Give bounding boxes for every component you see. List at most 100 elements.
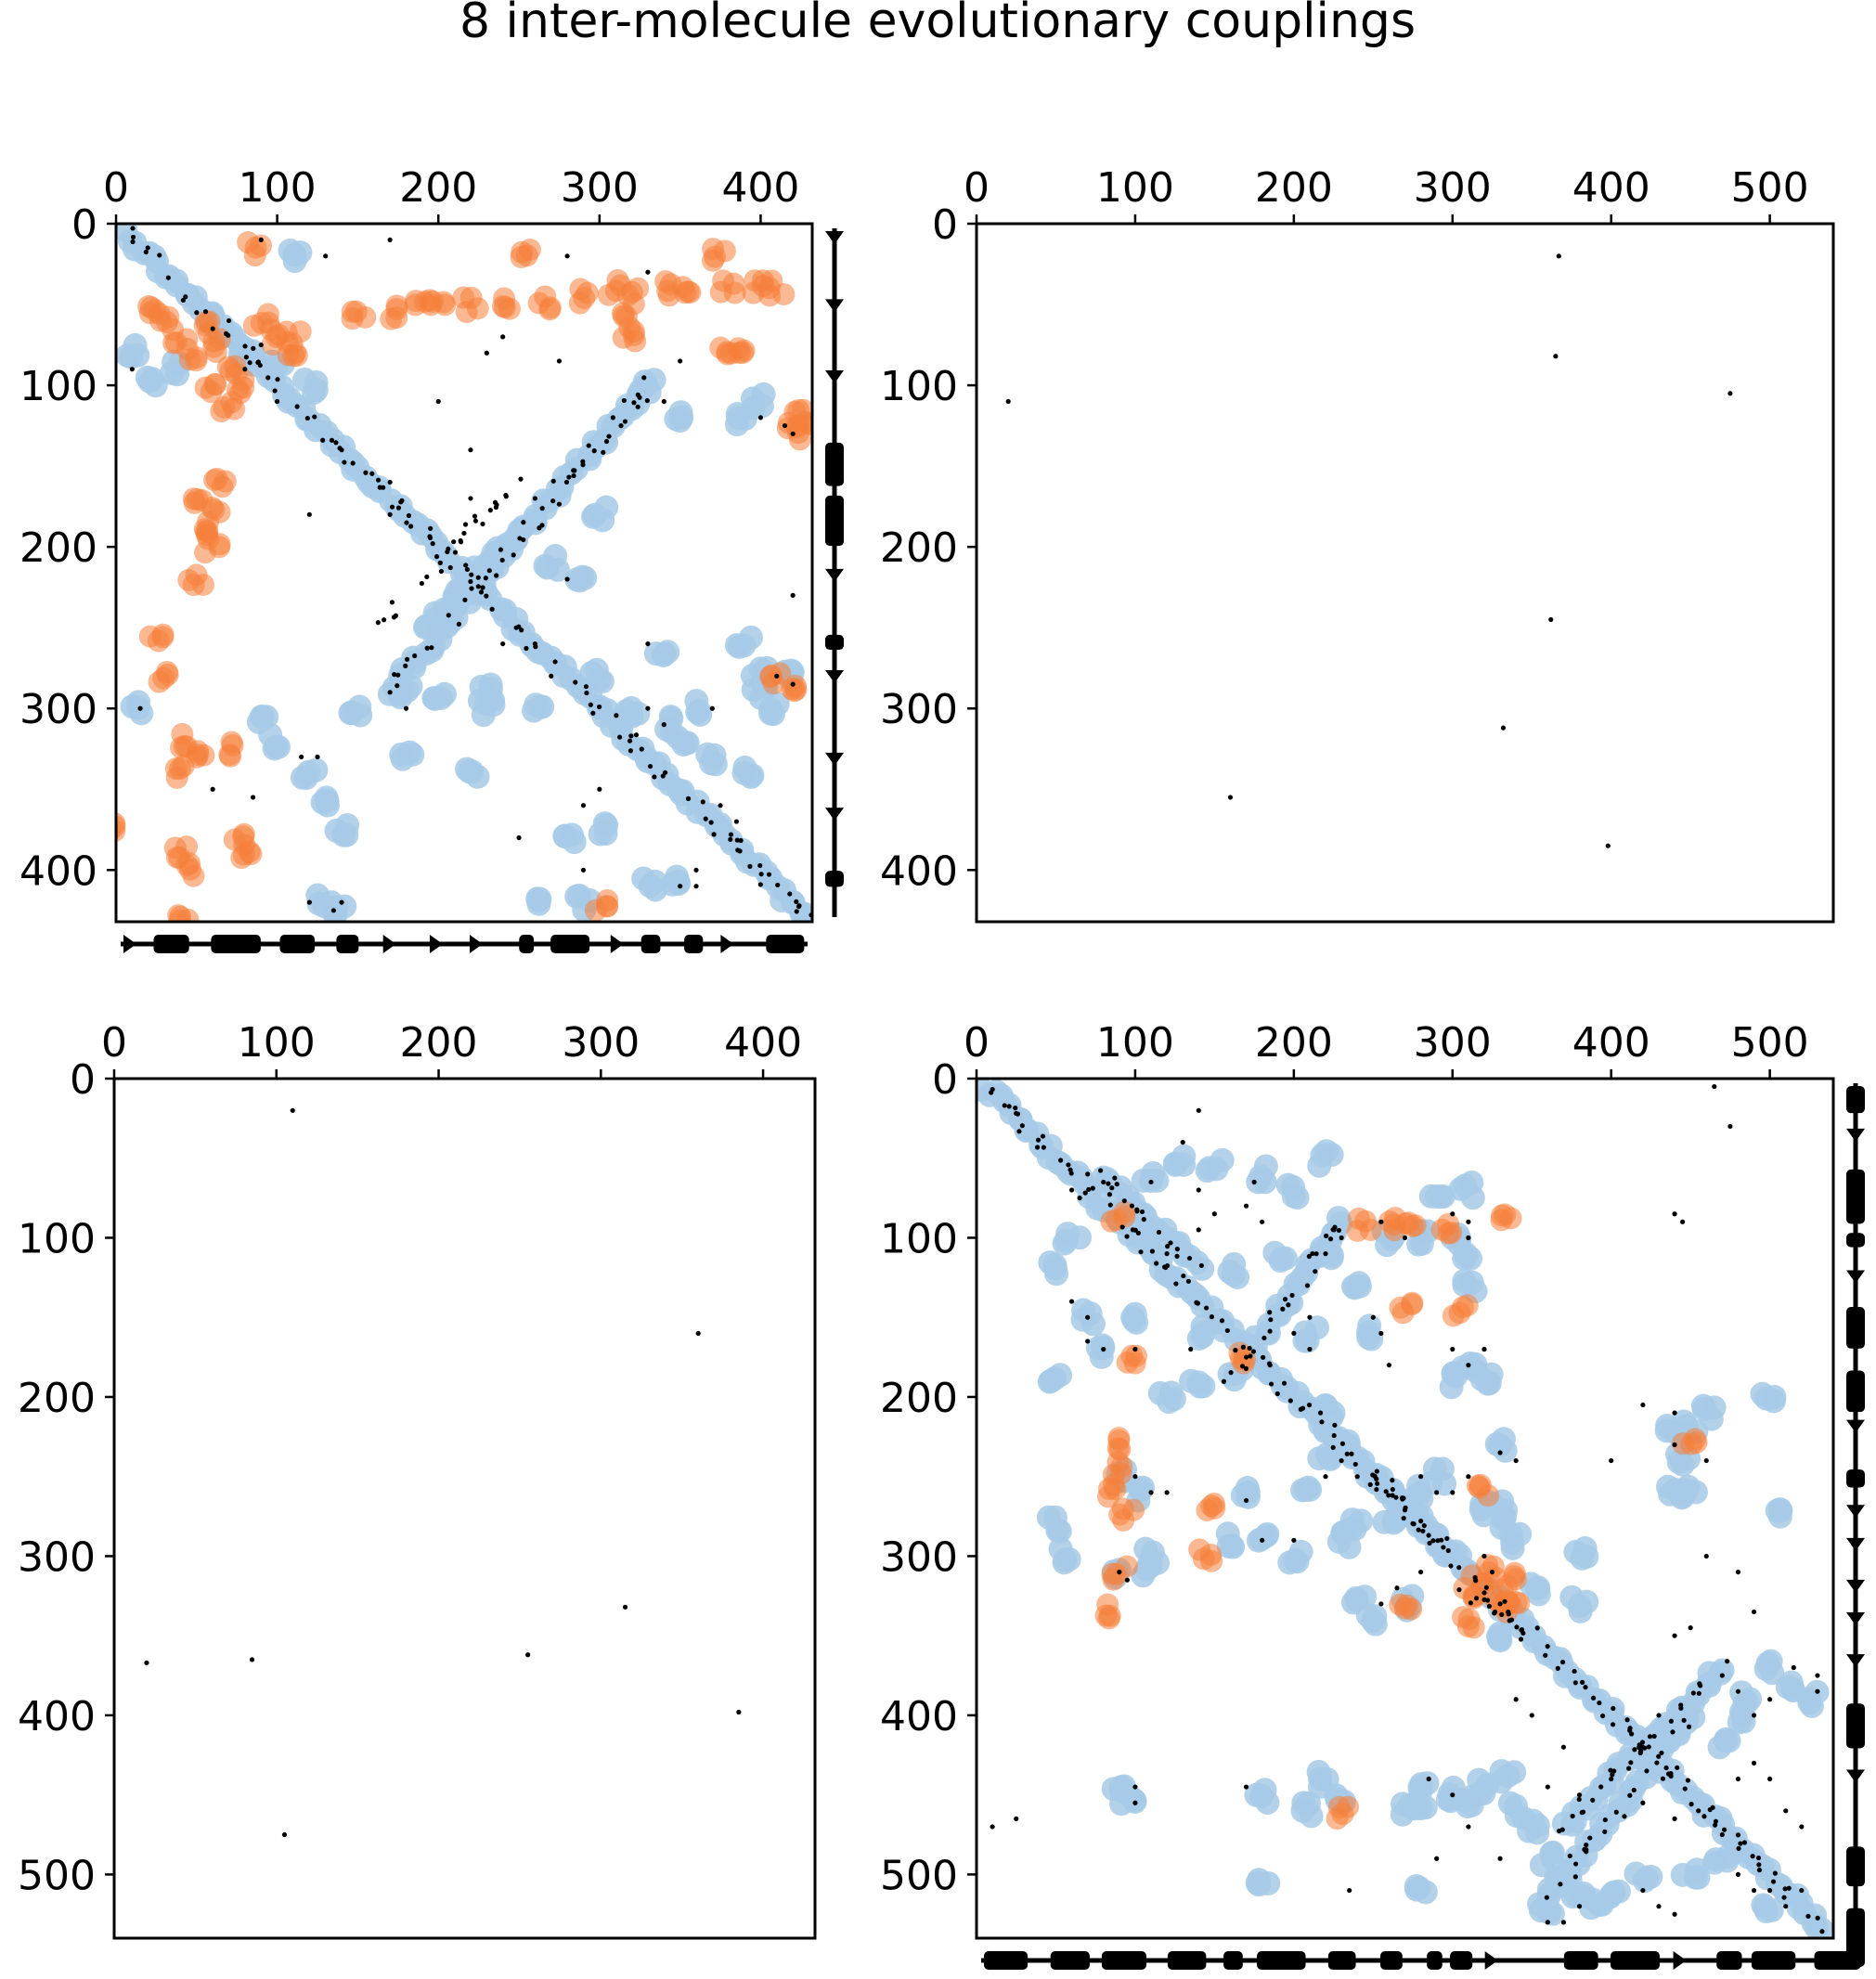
- evolutionary_couplings-mark: [1570, 1813, 1575, 1819]
- contacts-point: [264, 734, 289, 759]
- evolutionary_couplings-mark: [757, 862, 763, 869]
- evolutionary_couplings-mark: [130, 234, 136, 240]
- evolutionary_couplings-point: [1735, 1569, 1741, 1575]
- y-tick-label: 500: [18, 1852, 96, 1899]
- contacts-point: [1507, 1521, 1533, 1546]
- evolutionary_couplings-point: [315, 754, 320, 760]
- evolutionary_couplings-mark: [1336, 1227, 1342, 1234]
- evolutionary_couplings-mark: [1499, 1611, 1505, 1617]
- ss-helix: [825, 442, 844, 486]
- evolutionary_couplings-mark: [1006, 1104, 1012, 1109]
- evolutionary_couplings-mark: [130, 239, 136, 245]
- inter_molecule_contacts-point: [385, 306, 408, 330]
- inter_molecule_contacts-point: [250, 234, 273, 257]
- ss-strand: [1846, 1579, 1865, 1593]
- evolutionary_couplings-mark: [437, 560, 443, 565]
- evolutionary_couplings-point: [790, 592, 796, 598]
- evolutionary_couplings-point: [306, 899, 312, 905]
- evolutionary_couplings-mark: [494, 573, 499, 578]
- inter_molecule_contacts-point: [341, 307, 364, 330]
- evolutionary_couplings-point: [661, 398, 666, 405]
- evolutionary_couplings-point: [194, 310, 200, 316]
- evolutionary_couplings-point: [1450, 1346, 1456, 1352]
- evolutionary_couplings-mark: [573, 679, 578, 685]
- evolutionary_couplings-mark: [1268, 1317, 1274, 1323]
- y-tick-label: 0: [932, 1056, 958, 1104]
- inter_molecule_contacts-point: [1228, 1341, 1251, 1365]
- evolutionary_couplings-point: [1548, 616, 1554, 623]
- contacts-point: [1352, 1584, 1378, 1610]
- evolutionary_couplings-point: [1500, 725, 1507, 731]
- y-tick-label: 400: [19, 847, 97, 895]
- contacts-point: [1493, 1438, 1518, 1463]
- x-tick-label: 300: [562, 1019, 640, 1067]
- evolutionary_couplings-mark: [1121, 1198, 1127, 1204]
- evolutionary_couplings-mark: [1690, 1690, 1696, 1696]
- inter_molecule_contacts-point: [1337, 1795, 1360, 1818]
- evolutionary_couplings-mark: [275, 377, 280, 382]
- evolutionary_couplings-point: [1243, 1784, 1249, 1790]
- evolutionary_couplings-mark: [350, 460, 356, 466]
- evolutionary_couplings-mark: [395, 672, 401, 678]
- y-tick-label: 400: [18, 1693, 96, 1740]
- evolutionary_couplings-mark: [157, 252, 162, 258]
- evolutionary_couplings-mark: [1149, 1248, 1156, 1254]
- evolutionary_couplings-mark: [1456, 1565, 1462, 1571]
- x-tick-label: 500: [1731, 1019, 1809, 1067]
- evolutionary_couplings-mark: [1165, 1244, 1171, 1249]
- evolutionary_couplings-point: [1672, 1442, 1677, 1448]
- evolutionary_couplings-mark: [180, 297, 187, 304]
- evolutionary_couplings-point: [1466, 1363, 1471, 1368]
- evolutionary_couplings-mark: [1327, 1236, 1334, 1242]
- evolutionary_couplings-mark: [398, 499, 404, 505]
- evolutionary_couplings-point: [1196, 1227, 1201, 1233]
- inter_molecule_contacts-point: [203, 469, 226, 492]
- evolutionary_couplings-mark: [603, 438, 610, 445]
- evolutionary_couplings-mark: [489, 606, 495, 612]
- inter_molecule_contacts-point: [596, 895, 619, 918]
- contacts-point: [579, 661, 604, 686]
- y-tick-label: 0: [70, 1056, 96, 1104]
- evolutionary_couplings-mark: [1584, 1843, 1589, 1848]
- contacts-point: [1382, 1506, 1407, 1531]
- evolutionary_couplings-point: [1164, 1490, 1170, 1495]
- evolutionary_couplings-point: [1815, 1673, 1820, 1678]
- evolutionary_couplings-point: [1323, 1251, 1328, 1257]
- evolutionary_couplings-point: [645, 269, 651, 275]
- evolutionary_couplings-point: [736, 1709, 742, 1715]
- evolutionary_couplings-mark: [1444, 1535, 1450, 1542]
- evolutionary_couplings-mark: [1668, 1773, 1674, 1779]
- evolutionary_couplings-mark: [464, 566, 471, 573]
- evolutionary_couplings-mark: [1632, 1747, 1637, 1753]
- evolutionary_couplings-point: [281, 1831, 288, 1838]
- evolutionary_couplings-point: [1291, 1537, 1297, 1543]
- evolutionary_couplings-mark: [1756, 1862, 1762, 1868]
- contacts-mark: [1710, 1658, 1735, 1683]
- evolutionary_couplings-mark: [1390, 1486, 1395, 1493]
- evolutionary_couplings-mark: [1654, 1760, 1660, 1766]
- series-evolutionary_couplings: [1005, 253, 1733, 848]
- contacts-point: [570, 564, 595, 589]
- evolutionary_couplings-point: [1799, 1824, 1805, 1830]
- evolutionary_couplings-mark: [406, 512, 412, 519]
- evolutionary_couplings-mark: [1240, 1344, 1247, 1350]
- evolutionary_couplings-mark: [395, 683, 400, 689]
- evolutionary_couplings-mark: [617, 734, 623, 740]
- evolutionary_couplings-mark: [571, 468, 576, 473]
- evolutionary_couplings-point: [1553, 354, 1559, 359]
- evolutionary_couplings-mark: [342, 459, 347, 465]
- evolutionary_couplings-mark: [1268, 1381, 1274, 1387]
- ss-strand: [429, 935, 443, 953]
- evolutionary_couplings-point: [1426, 1776, 1431, 1782]
- evolutionary_couplings-mark: [381, 617, 387, 623]
- evolutionary_couplings-mark: [1040, 1133, 1046, 1139]
- evolutionary_couplings-point: [1378, 1219, 1384, 1224]
- evolutionary_couplings-mark: [1602, 1817, 1608, 1823]
- evolutionary_couplings-mark: [1580, 1809, 1586, 1815]
- contacts-point: [1525, 1813, 1550, 1838]
- contacts-point: [1291, 1791, 1316, 1816]
- evolutionary_couplings-mark: [796, 903, 802, 909]
- evolutionary_couplings-mark: [1712, 1822, 1718, 1828]
- ss-helix: [1716, 1951, 1742, 1970]
- evolutionary_couplings-mark: [1383, 1489, 1389, 1494]
